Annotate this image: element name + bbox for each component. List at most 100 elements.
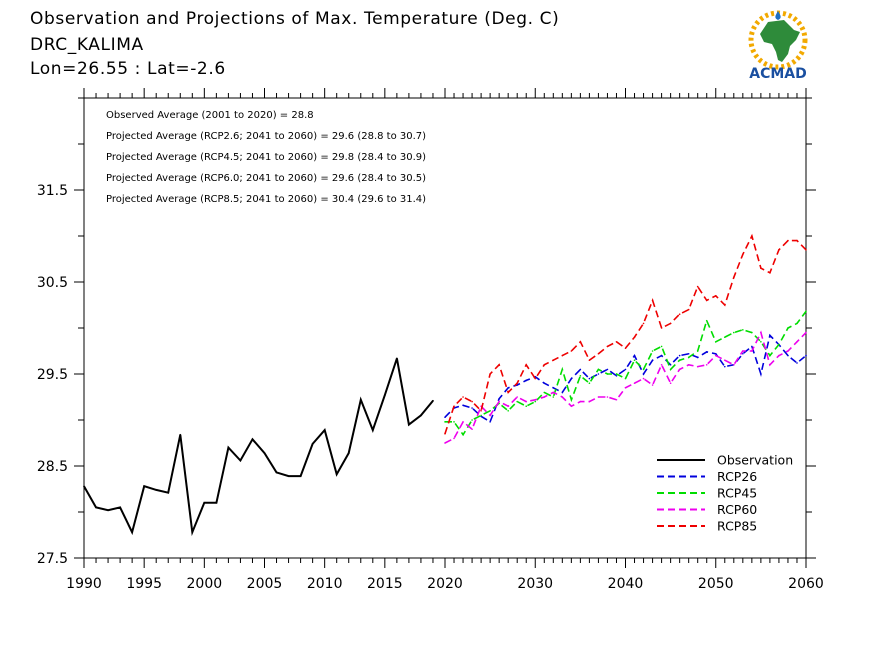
data-point-rcp26 bbox=[615, 375, 618, 377]
data-point-observation bbox=[408, 423, 410, 426]
y-tick-label: 30.5 bbox=[37, 275, 68, 291]
data-point-observation bbox=[107, 509, 109, 511]
legend-label-rcp60: RCP60 bbox=[717, 502, 757, 517]
data-point-observation bbox=[396, 357, 398, 360]
data-point-rcp85 bbox=[462, 396, 464, 398]
data-point-rcp45 bbox=[516, 400, 518, 403]
x-tick-label: 2060 bbox=[788, 576, 824, 592]
x-tick-label: 2000 bbox=[187, 576, 223, 592]
data-point-rcp85 bbox=[471, 400, 473, 403]
data-point-observation bbox=[384, 394, 386, 396]
data-point-rcp60 bbox=[579, 400, 582, 403]
acmad-logo: ACMAD bbox=[748, 10, 808, 82]
data-point-observation bbox=[372, 429, 374, 431]
data-point-rcp85 bbox=[751, 235, 753, 237]
data-point-rcp45 bbox=[570, 398, 573, 401]
data-point-rcp60 bbox=[552, 391, 555, 394]
data-point-rcp60 bbox=[733, 364, 735, 366]
data-point-rcp60 bbox=[498, 400, 500, 403]
data-point-rcp60 bbox=[723, 359, 726, 362]
data-point-rcp45 bbox=[733, 331, 735, 334]
data-point-rcp60 bbox=[561, 396, 564, 398]
data-point-rcp85 bbox=[687, 308, 690, 311]
data-point-rcp60 bbox=[543, 396, 546, 398]
data-point-rcp60 bbox=[462, 421, 464, 423]
data-point-rcp85 bbox=[552, 359, 555, 362]
data-point-observation bbox=[95, 506, 97, 509]
data-point-rcp85 bbox=[570, 350, 573, 352]
data-point-rcp85 bbox=[516, 382, 518, 385]
data-point-rcp26 bbox=[570, 377, 573, 380]
data-point-rcp45 bbox=[696, 350, 699, 352]
data-point-rcp45 bbox=[805, 310, 807, 313]
data-point-rcp26 bbox=[796, 362, 798, 364]
data-point-rcp85 bbox=[498, 364, 500, 366]
x-tick-label: 2005 bbox=[247, 576, 283, 592]
data-point-rcp85 bbox=[696, 285, 699, 288]
data-point-rcp60 bbox=[705, 364, 708, 366]
data-point-rcp26 bbox=[543, 382, 546, 385]
data-point-rcp60 bbox=[597, 396, 600, 398]
data-point-rcp26 bbox=[552, 387, 555, 389]
data-point-rcp85 bbox=[444, 433, 446, 435]
data-point-rcp85 bbox=[769, 272, 771, 274]
data-point-rcp60 bbox=[805, 331, 807, 334]
x-tick-label: 1990 bbox=[66, 576, 102, 592]
series-line-rcp85 bbox=[444, 233, 807, 435]
data-point-rcp85 bbox=[579, 341, 582, 343]
data-point-rcp85 bbox=[642, 322, 645, 325]
data-point-rcp85 bbox=[588, 359, 591, 362]
data-point-rcp45 bbox=[588, 382, 591, 385]
data-point-observation bbox=[83, 485, 85, 488]
data-point-rcp26 bbox=[498, 398, 500, 400]
data-point-rcp85 bbox=[714, 295, 717, 297]
legend-label-rcp26: RCP26 bbox=[717, 469, 757, 484]
data-point-rcp60 bbox=[471, 428, 473, 431]
data-point-observation bbox=[179, 433, 182, 436]
data-point-rcp85 bbox=[660, 327, 663, 329]
data-point-rcp85 bbox=[606, 345, 609, 348]
data-point-rcp45 bbox=[561, 368, 564, 371]
data-point-rcp45 bbox=[714, 341, 717, 343]
stat-rcp26: Projected Average (RCP2.6; 2041 to 2060)… bbox=[106, 131, 426, 142]
data-point-rcp26 bbox=[760, 373, 762, 375]
data-point-rcp45 bbox=[453, 421, 455, 423]
location-name: DRC_KALIMA bbox=[30, 35, 144, 55]
data-point-rcp26 bbox=[751, 345, 753, 348]
data-point-rcp60 bbox=[588, 400, 591, 403]
data-point-rcp85 bbox=[787, 239, 789, 242]
x-tick-label: 2050 bbox=[698, 576, 734, 592]
data-point-rcp60 bbox=[489, 414, 491, 417]
africa-map-icon bbox=[748, 10, 808, 70]
data-point-rcp45 bbox=[534, 400, 537, 403]
data-point-observation bbox=[227, 446, 230, 449]
data-point-rcp85 bbox=[507, 391, 509, 394]
legend-label-rcp45: RCP45 bbox=[717, 486, 757, 501]
plot-frame bbox=[83, 97, 807, 559]
data-point-rcp45 bbox=[615, 373, 618, 375]
data-point-rcp26 bbox=[444, 416, 446, 419]
data-point-rcp85 bbox=[525, 364, 528, 366]
axis-tick-labels: 27.5 28.5 29.5 30.5 31.5 1990 1995 2000 2005 2010… bbox=[37, 183, 824, 592]
data-point-rcp85 bbox=[543, 364, 546, 366]
data-point-rcp60 bbox=[525, 400, 528, 403]
data-point-rcp85 bbox=[615, 341, 618, 343]
data-point-rcp26 bbox=[705, 351, 708, 353]
data-point-rcp60 bbox=[633, 382, 636, 385]
data-point-rcp45 bbox=[633, 359, 636, 362]
x-tick-label: 2030 bbox=[517, 576, 553, 592]
stat-rcp45: Projected Average (RCP4.5; 2041 to 2060)… bbox=[106, 152, 426, 163]
axis-ticks bbox=[74, 88, 816, 568]
data-point-rcp45 bbox=[760, 341, 762, 343]
data-point-rcp45 bbox=[624, 377, 627, 380]
data-point-rcp26 bbox=[525, 379, 528, 382]
series-line-rcp45 bbox=[445, 310, 807, 437]
data-point-rcp85 bbox=[624, 347, 627, 350]
legend-label-observation: Observation bbox=[717, 453, 793, 468]
data-point-rcp45 bbox=[462, 433, 464, 436]
data-point-rcp85 bbox=[534, 377, 537, 380]
data-point-rcp60 bbox=[606, 396, 609, 398]
data-point-rcp60 bbox=[624, 387, 627, 389]
data-point-rcp85 bbox=[651, 299, 654, 302]
